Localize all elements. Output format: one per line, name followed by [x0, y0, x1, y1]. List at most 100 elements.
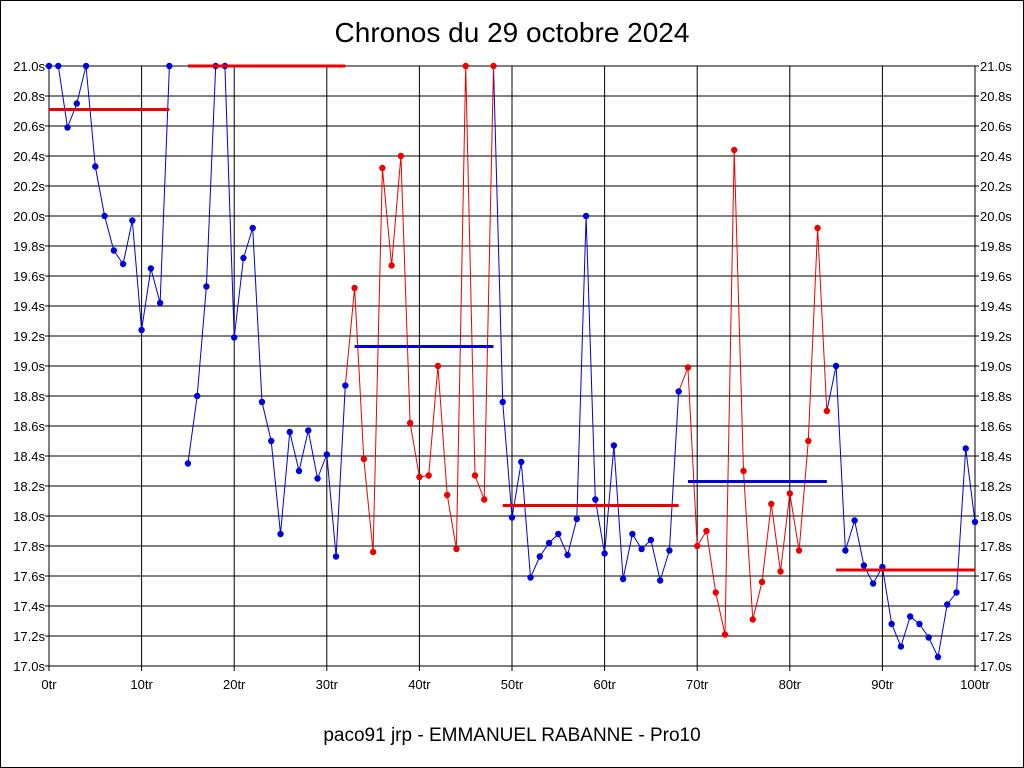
data-point — [314, 475, 321, 482]
data-point — [249, 224, 256, 232]
y-tick-label-right: 17.4s — [980, 599, 1012, 614]
x-tick-label: 10tr — [130, 677, 153, 692]
y-tick-label-right: 17.2s — [980, 629, 1012, 644]
data-point — [231, 334, 238, 341]
data-point — [906, 613, 914, 620]
data-point — [203, 283, 210, 290]
y-tick-label-left: 20.8s — [13, 89, 45, 104]
data-point — [694, 542, 701, 550]
data-point — [332, 553, 340, 560]
data-point — [647, 536, 655, 544]
data-point — [166, 62, 173, 70]
data-point — [462, 62, 469, 70]
series-connector — [492, 65, 504, 403]
y-tick-label-right: 18.6s — [980, 419, 1012, 434]
y-tick-label-left: 20.4s — [13, 149, 45, 164]
y-tick-label-right: 19.6s — [980, 269, 1012, 284]
data-point — [471, 472, 479, 479]
data-point — [45, 62, 53, 70]
data-point — [82, 62, 90, 70]
data-point — [953, 589, 960, 596]
data-point — [832, 362, 840, 370]
chart-title: Chronos du 29 octobre 2024 — [334, 17, 690, 48]
data-point — [369, 548, 377, 556]
series-connector — [344, 287, 356, 386]
data-point — [268, 437, 275, 445]
data-point — [619, 575, 627, 583]
y-tick-label-left: 20.2s — [13, 179, 45, 194]
data-point — [286, 428, 293, 436]
data-point — [406, 419, 414, 427]
data-point — [851, 517, 858, 524]
data-point — [814, 224, 821, 232]
y-tick-label-left: 19.2s — [13, 329, 45, 344]
y-tick-label-left: 19.4s — [13, 299, 45, 314]
y-tick-label-left: 18.0s — [13, 509, 45, 524]
series-connector — [826, 365, 837, 412]
y-tick-label-right: 20.8s — [980, 89, 1012, 104]
data-point — [721, 631, 729, 638]
y-tick-label-left: 17.6s — [13, 569, 45, 584]
data-point — [601, 550, 608, 557]
data-point — [129, 217, 136, 224]
y-tick-label-right: 17.0s — [980, 659, 1012, 674]
data-point — [768, 500, 775, 508]
y-tick-label-right: 19.8s — [980, 239, 1012, 254]
data-point — [351, 284, 358, 292]
data-point — [110, 247, 118, 254]
y-tick-label-left: 17.2s — [13, 629, 45, 644]
data-point — [786, 490, 793, 497]
data-point — [684, 364, 692, 371]
y-tick-label-right: 18.0s — [980, 509, 1012, 524]
data-point — [962, 445, 969, 452]
data-point — [258, 398, 266, 406]
y-tick-label-right: 19.4s — [980, 299, 1012, 314]
data-point — [758, 578, 766, 586]
data-point — [527, 574, 534, 581]
data-point — [490, 62, 497, 70]
data-point — [416, 473, 423, 481]
data-point — [193, 392, 201, 400]
y-tick-label-left: 21.0s — [13, 59, 45, 74]
data-point — [564, 551, 571, 559]
data-point — [184, 460, 192, 467]
data-point — [749, 616, 756, 623]
data-point — [795, 547, 803, 554]
data-point — [518, 458, 525, 466]
x-tick-label: 40tr — [408, 677, 431, 692]
series-connector — [678, 367, 689, 392]
x-tick-label: 70tr — [686, 677, 709, 692]
series-line-4 — [502, 215, 680, 583]
y-tick-label-left: 20.0s — [13, 209, 45, 224]
data-point — [240, 254, 247, 262]
data-point — [156, 299, 164, 307]
data-point — [323, 451, 330, 458]
y-tick-label-right: 17.6s — [980, 569, 1012, 584]
data-point — [555, 530, 562, 538]
series-line-3 — [354, 65, 494, 553]
y-tick-label-right: 17.8s — [980, 539, 1012, 554]
y-tick-label-right: 18.4s — [980, 449, 1012, 464]
y-tick-label-right: 20.2s — [980, 179, 1012, 194]
y-tick-label-right: 18.8s — [980, 389, 1012, 404]
data-point — [971, 518, 979, 526]
data-point — [379, 164, 386, 172]
data-point — [434, 362, 442, 370]
series-line-1 — [49, 65, 170, 331]
data-point — [388, 262, 395, 269]
x-tick-label: 90tr — [871, 677, 894, 692]
y-tick-label-right: 20.6s — [980, 119, 1012, 134]
y-tick-label-right: 20.4s — [980, 149, 1012, 164]
x-tick-label: 100tr — [960, 677, 990, 692]
data-point — [73, 100, 80, 107]
data-point — [397, 152, 405, 160]
data-point — [638, 545, 645, 553]
x-tick-label: 50tr — [501, 677, 524, 692]
data-point — [823, 407, 831, 415]
data-point — [582, 212, 590, 220]
series-line-6 — [835, 365, 976, 659]
y-tick-label-left: 18.6s — [13, 419, 45, 434]
data-point — [101, 212, 108, 220]
